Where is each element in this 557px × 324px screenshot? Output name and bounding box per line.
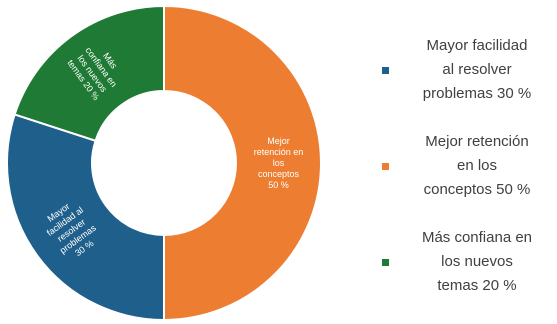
donut-chart: Mejor retención en los conceptos 50 % Mayorfa… xyxy=(6,4,322,322)
legend-item: Mejor retención en los conceptos 50 % xyxy=(372,118,557,214)
legend-label: Mejor retención en los conceptos 50 % xyxy=(423,133,531,198)
slice-label-0: Mejor retención en los conceptos 50 % xyxy=(254,136,304,190)
legend-swatch xyxy=(382,66,389,74)
legend-item: Mayor facilidad al resolver problemas 30… xyxy=(372,22,557,118)
slice-label-line: retención en xyxy=(254,147,304,157)
slice-label-line: los xyxy=(273,158,285,168)
donut-slice-1 xyxy=(6,113,165,322)
legend-swatch xyxy=(382,162,389,170)
chart-legend: Mayor facilidad al resolver problemas 30… xyxy=(372,22,557,310)
legend-item: Más confiana en los nuevos temas 20 % xyxy=(372,214,557,310)
slice-label-line: conceptos xyxy=(258,169,300,179)
legend-label: Más confiana en los nuevos temas 20 % xyxy=(421,229,533,294)
donut-chart-svg: Mejor retención en los conceptos 50 %Mayorfa… xyxy=(6,4,322,322)
donut-slice-2 xyxy=(13,4,165,143)
legend-label: Mayor facilidad al resolver problemas 30… xyxy=(422,37,532,102)
legend-swatch xyxy=(382,258,389,266)
slice-label-line: 50 % xyxy=(268,180,289,190)
slice-label-line: Mejor xyxy=(267,136,290,146)
donut-slice-0 xyxy=(163,4,322,322)
